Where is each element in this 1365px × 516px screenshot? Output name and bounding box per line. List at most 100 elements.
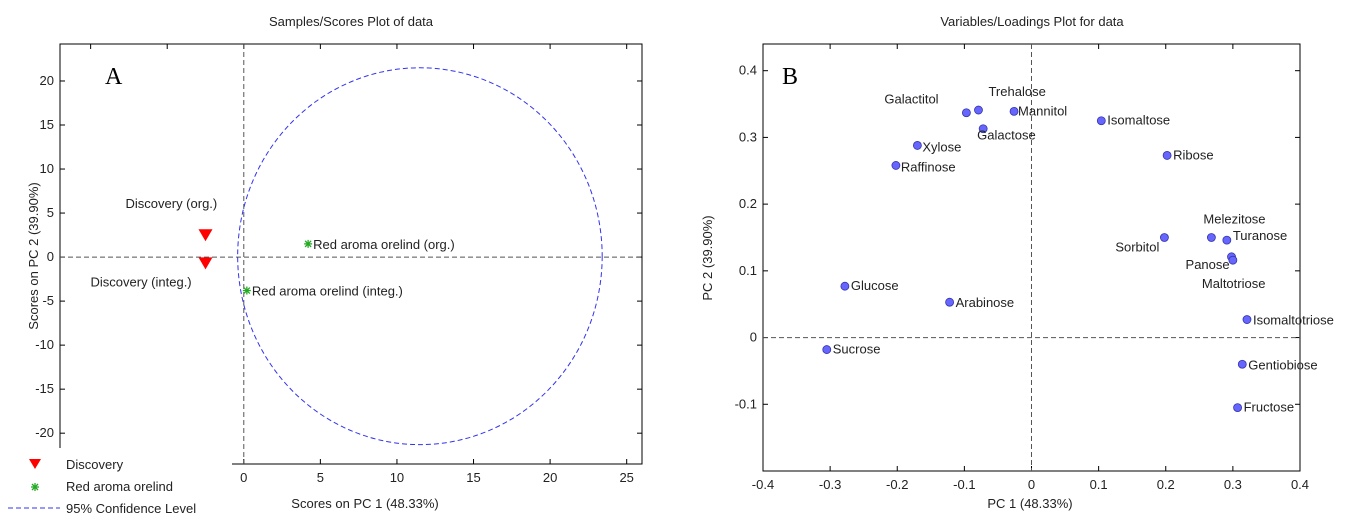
legend-triangle-marker [29, 459, 41, 469]
panel-b-axes: -0.4 -0.3 -0.2 -0.1 0 0.1 0.2 0.3 0.4 -0.1 0 0.1 0.2… [735, 44, 1309, 492]
panel-a-title: Samples/Scores Plot of data [269, 14, 434, 29]
point-label: Isomaltose [1107, 113, 1170, 128]
panel-b-y-axis-label: PC 2 (39.90%) [700, 215, 715, 300]
point-label: Xylose [922, 139, 961, 154]
panel-b-x-tick-label: 0.4 [1291, 477, 1309, 492]
point-label: Galactose [977, 128, 1036, 143]
panel-a-y-tick-label: 15 [40, 117, 54, 132]
legend-entry-confidence-level: 95% Confidence Level [66, 501, 196, 516]
point-label: Discovery (integ.) [91, 274, 192, 289]
loading-point [945, 297, 955, 307]
point-label: Mannitol [1018, 103, 1067, 118]
point-label: Ribose [1173, 147, 1213, 162]
panel-b-x-tick-label: 0.3 [1224, 477, 1242, 492]
confidence-ellipse [237, 67, 603, 446]
asterisk-stroke [304, 240, 312, 248]
point-label: Arabinose [956, 295, 1015, 310]
panel-a-x-axis-label: Scores on PC 1 (48.33%) [291, 496, 438, 511]
loading-point [822, 345, 832, 354]
red-aroma-orelind-point [304, 239, 313, 248]
point-label: Gentiobiose [1248, 357, 1317, 372]
panel-a-y-tick-label: -10 [35, 337, 54, 352]
loading-point [840, 281, 850, 291]
panel-a-scores-plot: Samples/Scores Plot of data A -10 -5 0 5 10 1… [0, 14, 643, 516]
point-label: Maltotriose [1202, 276, 1266, 291]
panel-b-y-tick-label: 0.1 [739, 263, 757, 278]
point-label: Sucrose [833, 342, 881, 357]
panel-b-y-tick-label: 0.4 [739, 63, 757, 78]
panel-b-y-tick-label: 0 [750, 330, 757, 345]
panel-b-x-tick-label: 0 [1028, 477, 1035, 492]
panel-a-x-tick-label: 15 [466, 470, 480, 485]
panel-a-y-tick-label: -15 [35, 381, 54, 396]
loading-point [912, 141, 922, 150]
panel-a-x-tick-label: 0 [240, 470, 247, 485]
panel-a-y-tick-label: -20 [35, 425, 54, 440]
point-label: Raffinose [901, 159, 956, 174]
point-label: Galactitol [884, 92, 938, 107]
panel-a-confidence-layer [237, 67, 603, 446]
legend-asterisk-marker [31, 483, 39, 491]
legend-entry-red-aroma-orelind: Red aroma orelind [66, 479, 173, 494]
panel-a-y-tick-label: 0 [47, 249, 54, 264]
loading-point [1160, 233, 1169, 242]
loading-point [1228, 255, 1238, 265]
discovery-point [198, 257, 213, 270]
panel-b-x-axis-label: PC 1 (48.33%) [987, 496, 1072, 511]
point-label: Turanose [1233, 228, 1287, 243]
panel-b-x-tick-label: -0.4 [752, 477, 774, 492]
point-label: Fructose [1244, 400, 1295, 415]
point-label: Melezitose [1203, 211, 1265, 226]
loading-point [1233, 403, 1242, 413]
panel-b-title: Variables/Loadings Plot for data [940, 14, 1124, 29]
panel-a-y-tick-label: -5 [42, 293, 54, 308]
panel-b-loadings-plot: Variables/Loadings Plot for data B -0.4-… [700, 14, 1334, 511]
panel-a-y-tick-label: 10 [40, 161, 54, 176]
panel-a-x-tick-label: 10 [390, 470, 404, 485]
point-label: Red aroma orelind (org.) [313, 237, 455, 252]
point-label: Trehalose [988, 84, 1045, 99]
loading-point [1206, 233, 1216, 242]
loading-point [1096, 116, 1106, 126]
loading-point [891, 161, 901, 170]
point-label: Discovery (org.) [126, 196, 218, 211]
point-label: Panose [1186, 257, 1230, 272]
point-label: Sorbitol [1115, 239, 1159, 254]
red-aroma-orelind-point [242, 286, 251, 295]
loading-point [1162, 151, 1172, 160]
panel-a-plot-frame [59, 43, 643, 465]
panel-b-points: Galactitol Trehalose Mannitol Galactose Isom… [822, 84, 1334, 415]
panel-a-x-tick-label: 5 [317, 470, 324, 485]
panel-a-label: A [105, 64, 123, 90]
panel-a-y-tick-label: 20 [40, 73, 54, 88]
panel-b-x-tick-label: 0.2 [1157, 477, 1175, 492]
panel-b-x-tick-label: -0.1 [953, 477, 975, 492]
panel-b-x-tick-label: -0.2 [886, 477, 908, 492]
panel-b-y-tick-label: -0.1 [735, 396, 757, 411]
loading-point [978, 124, 988, 134]
panel-a-x-tick-label: 25 [619, 470, 633, 485]
point-label: Isomaltotriose [1253, 313, 1334, 328]
panel-b-label: B [782, 64, 798, 90]
panel-a-points: Discovery (org.) Discovery (integ.) Red ar… [91, 196, 455, 298]
discovery-point [198, 229, 213, 242]
point-label: Glucose [851, 278, 899, 293]
point-label: Red aroma orelind (integ.) [252, 284, 403, 299]
loading-point [961, 108, 971, 118]
panel-a-y-axis-label: Scores on PC 2 (39.90%) [26, 182, 41, 329]
loading-point [1242, 315, 1252, 324]
panel-a-legend: Discovery Red aroma orelind 95% Confiden… [0, 448, 232, 516]
legend-entry-discovery: Discovery [66, 457, 124, 472]
loading-point [1237, 359, 1247, 369]
panel-b-y-tick-label: 0.3 [739, 129, 757, 144]
loading-point [974, 105, 983, 115]
loading-point [1222, 235, 1232, 245]
panel-a-x-tick-label: 20 [543, 470, 557, 485]
asterisk-stroke [243, 287, 251, 295]
panel-b-x-tick-label: -0.3 [819, 477, 841, 492]
panel-a-y-tick-label: 5 [47, 205, 54, 220]
panel-b-x-tick-label: 0.1 [1090, 477, 1108, 492]
panel-b-y-tick-label: 0.2 [739, 196, 757, 211]
